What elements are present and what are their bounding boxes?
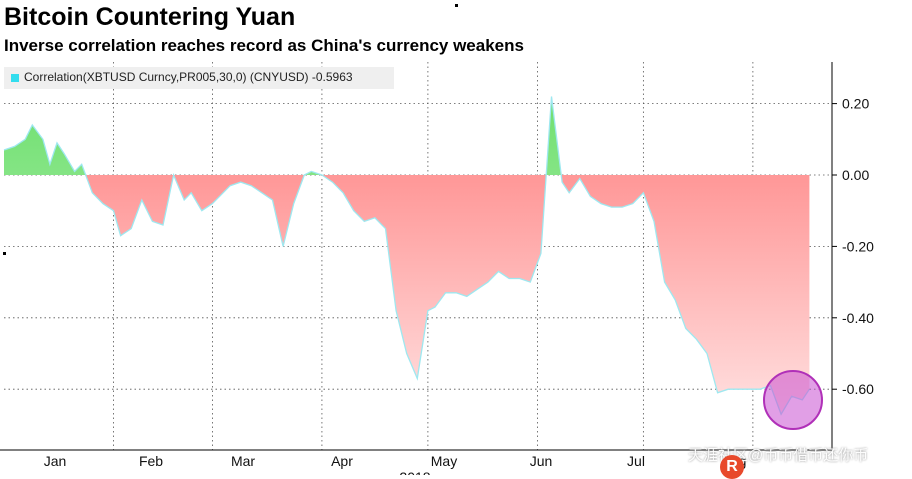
x-tick-label: Apr [331,453,353,469]
y-tick-label: 0.00 [842,167,869,183]
legend-box [4,67,394,89]
y-axis-ticks: 0.20 0.00 -0.20 -0.40 -0.60 [832,96,874,397]
legend-swatch [11,74,19,82]
y-tick-label: -0.40 [842,310,874,326]
x-axis-year-label: 2018 [399,469,430,475]
legend-label: Correlation(XBTUSD Curncy,PR005,30,0) (C… [24,70,353,84]
watermark-text: 天涯社区@币币借币还你币 [688,447,869,464]
x-tick-label: Jul [627,453,645,469]
negative-area [4,175,810,415]
x-tick-label: Feb [139,453,163,469]
watermark-logo: R [720,455,744,479]
y-tick-label: 0.20 [842,96,869,112]
y-tick-label: -0.20 [842,238,874,254]
x-tick-label: Jun [530,453,553,469]
series-line [3,96,810,416]
x-tick-label: Mar [231,453,255,469]
chart-subtitle: Inverse correlation reaches record as Ch… [4,36,524,55]
corner-mark [455,4,458,7]
x-axis-ticks: JanFebMarAprMayJunJulAug [44,453,747,469]
chart-title: Bitcoin Countering Yuan [4,3,296,31]
y-tick-label: -0.60 [842,381,874,397]
x-tick-label: May [431,453,457,469]
x-tick-label: Jan [44,453,67,469]
highlight-circle [763,370,823,430]
left-mark [3,252,6,255]
